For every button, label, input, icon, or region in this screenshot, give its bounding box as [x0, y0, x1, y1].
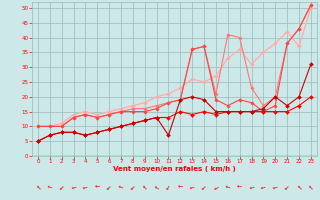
- X-axis label: Vent moyen/en rafales ( km/h ): Vent moyen/en rafales ( km/h ): [113, 166, 236, 172]
- Text: ←: ←: [94, 184, 101, 191]
- Text: ←: ←: [34, 184, 42, 191]
- Text: ←: ←: [141, 184, 148, 190]
- Text: ←: ←: [284, 184, 290, 190]
- Text: ←: ←: [154, 184, 159, 189]
- Text: ←: ←: [225, 184, 231, 190]
- Text: ←: ←: [165, 184, 172, 191]
- Text: ←: ←: [189, 184, 196, 190]
- Text: ←: ←: [177, 184, 184, 191]
- Text: ←: ←: [129, 184, 136, 191]
- Text: ←: ←: [248, 184, 255, 191]
- Text: ←: ←: [212, 184, 220, 191]
- Text: ←: ←: [272, 184, 278, 190]
- Text: ←: ←: [59, 184, 65, 190]
- Text: ←: ←: [296, 184, 302, 190]
- Text: ←: ←: [307, 184, 314, 191]
- Text: ←: ←: [107, 184, 112, 189]
- Text: ←: ←: [260, 184, 267, 191]
- Text: ←: ←: [82, 184, 89, 191]
- Text: ←: ←: [70, 184, 77, 190]
- Text: ←: ←: [202, 184, 207, 189]
- Text: ←: ←: [46, 184, 53, 191]
- Text: ←: ←: [117, 184, 124, 191]
- Text: ←: ←: [236, 184, 243, 191]
